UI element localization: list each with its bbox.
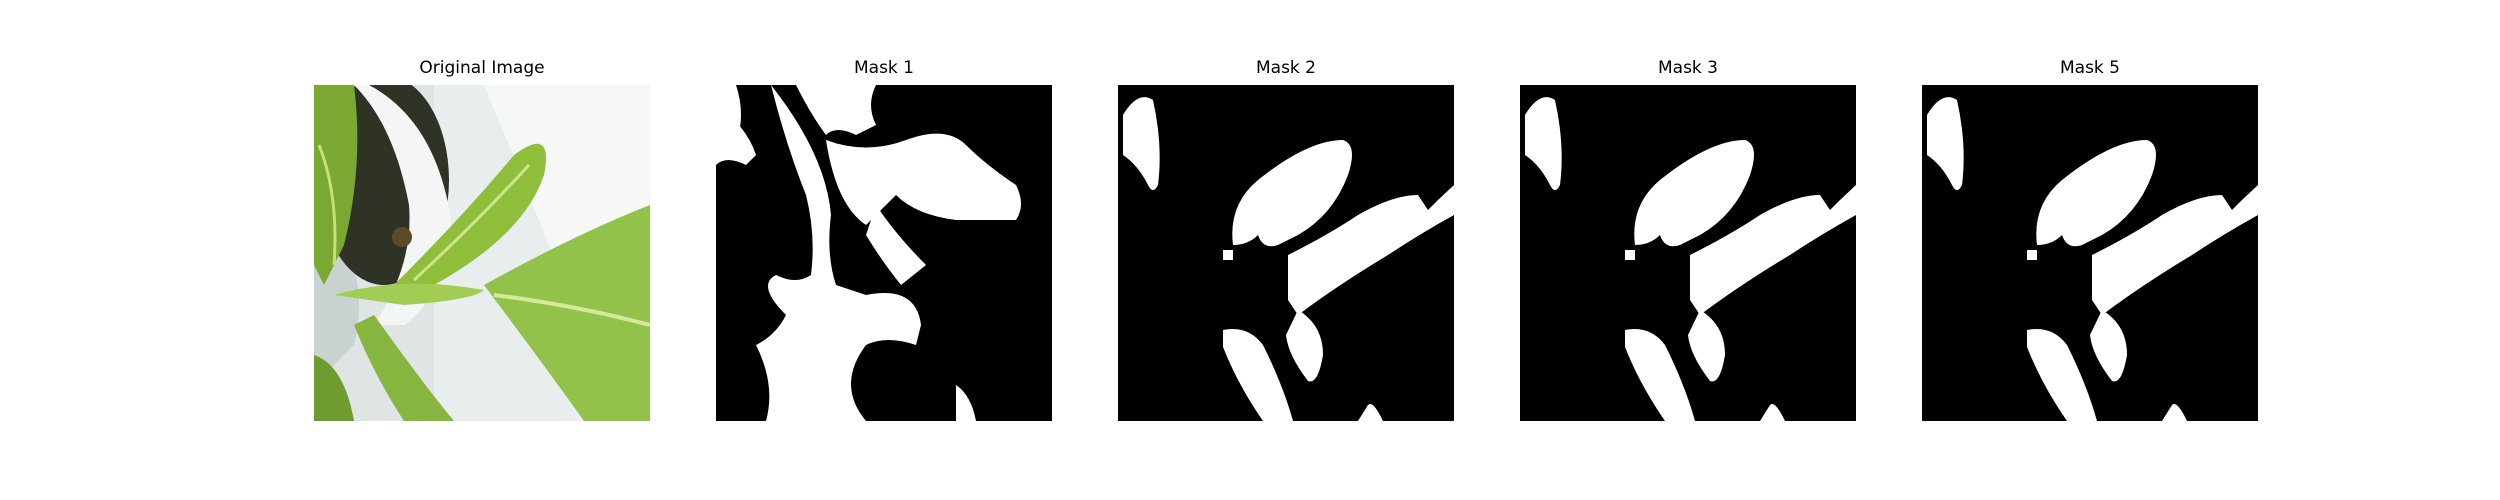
mask-1-panel: Mask 1 [716, 58, 1052, 421]
mask-2-panel: Mask 2 [1118, 58, 1454, 421]
mask-3-image [1520, 85, 1856, 421]
panel-title: Mask 1 [853, 58, 914, 78]
mask-3-panel: Mask 3 [1520, 58, 1856, 421]
mask-5-panel: Mask 5 [1922, 58, 2258, 421]
mask-1-image [716, 85, 1052, 421]
panel-title: Mask 5 [2059, 58, 2120, 78]
panel-title: Mask 3 [1657, 58, 1718, 78]
panel-title: Original Image [419, 58, 545, 78]
original-photo [314, 85, 650, 421]
mask-5-image [1922, 85, 2258, 421]
panel-title: Mask 2 [1255, 58, 1316, 78]
mask-2-image [1118, 85, 1454, 421]
original-image-panel: Original Image [314, 58, 650, 421]
